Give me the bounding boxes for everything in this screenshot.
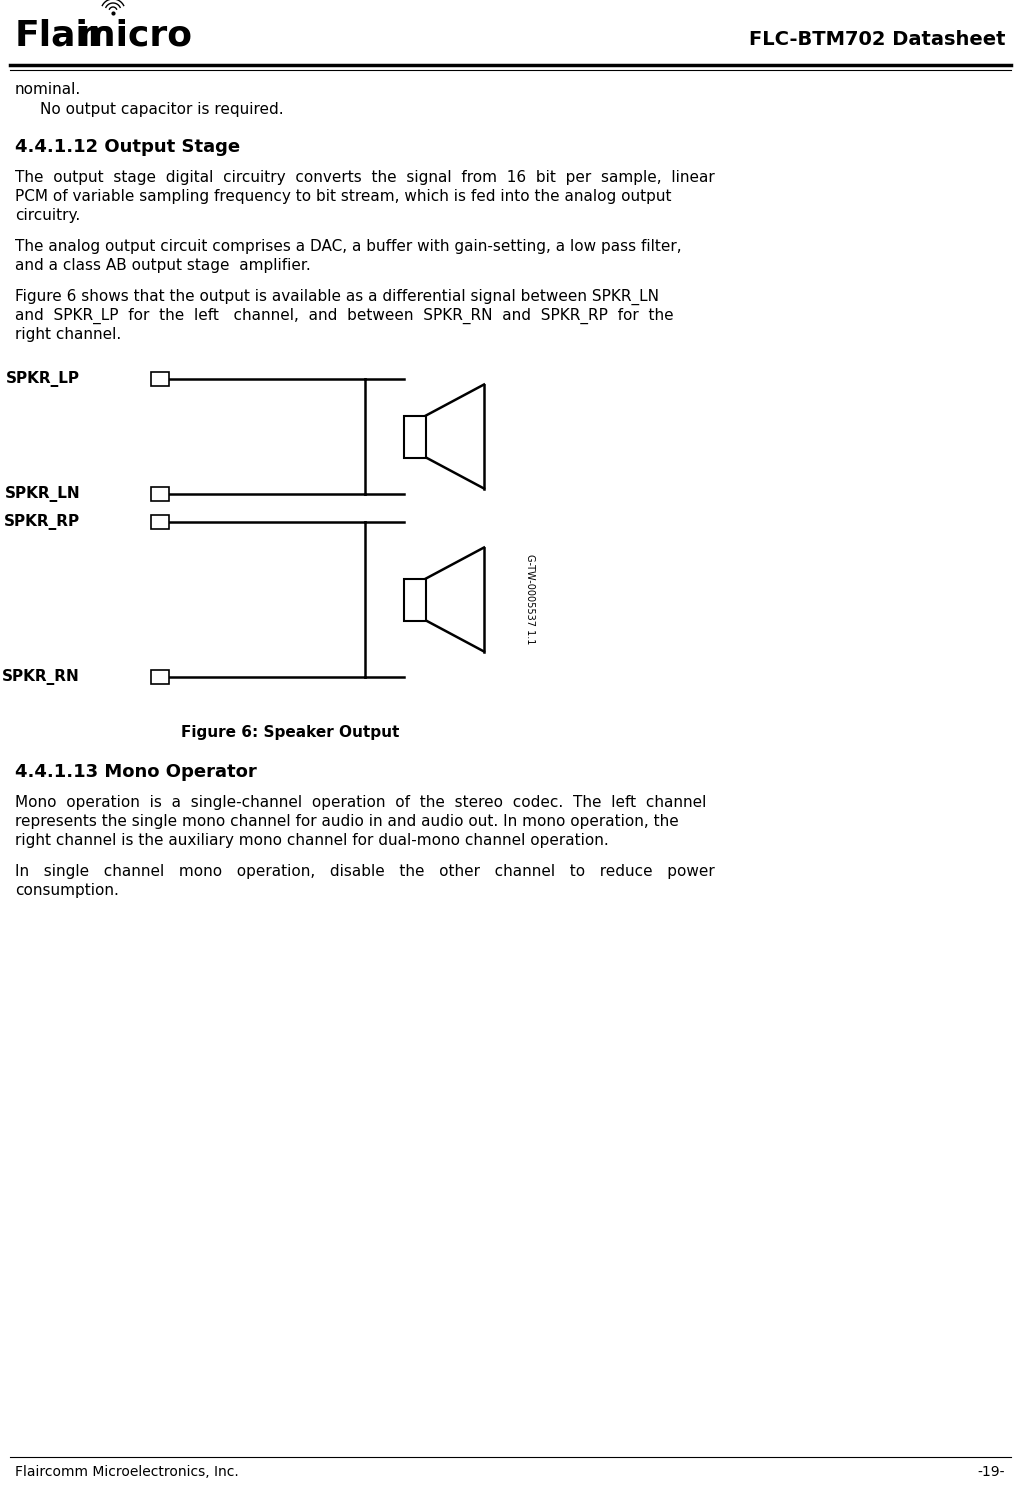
Text: SPKR_LN: SPKR_LN (4, 485, 80, 502)
Bar (151, 515, 169, 529)
Bar (151, 372, 169, 386)
Text: The  output  stage  digital  circuitry  converts  the  signal  from  16  bit  pe: The output stage digital circuitry conve… (15, 170, 715, 185)
Text: No output capacitor is required.: No output capacitor is required. (40, 103, 284, 118)
Text: Flaircomm Microelectronics, Inc.: Flaircomm Microelectronics, Inc. (15, 1465, 239, 1479)
Text: Figure 6 shows that the output is available as a differential signal between SPK: Figure 6 shows that the output is availa… (15, 289, 659, 305)
Bar (151, 487, 169, 500)
Text: right channel.: right channel. (15, 328, 121, 342)
Bar (404, 579, 426, 621)
Bar (404, 415, 426, 457)
Text: Figure 6: Speaker Output: Figure 6: Speaker Output (181, 725, 399, 740)
Text: FLC-BTM702 Datasheet: FLC-BTM702 Datasheet (748, 30, 1005, 49)
Text: and  SPKR_LP  for  the  left   channel,  and  between  SPKR_RN  and  SPKR_RP  fo: and SPKR_LP for the left channel, and be… (15, 308, 674, 325)
Text: -19-: -19- (977, 1465, 1005, 1479)
Text: 4.4.1.13 Mono Operator: 4.4.1.13 Mono Operator (15, 762, 256, 782)
Text: 4.4.1.12 Output Stage: 4.4.1.12 Output Stage (15, 138, 240, 156)
Text: SPKR_RP: SPKR_RP (4, 514, 80, 530)
Text: SPKR_LP: SPKR_LP (6, 371, 80, 387)
Text: right channel is the auxiliary mono channel for dual-mono channel operation.: right channel is the auxiliary mono chan… (15, 832, 609, 849)
Text: G-TW-0005537 1.1: G-TW-0005537 1.1 (525, 554, 535, 645)
Text: SPKR_RN: SPKR_RN (2, 669, 80, 685)
Text: micro: micro (78, 18, 192, 52)
Text: consumption.: consumption. (15, 883, 118, 898)
Text: nominal.: nominal. (15, 82, 82, 97)
Text: circuitry.: circuitry. (15, 208, 81, 223)
Text: and a class AB output stage  amplifier.: and a class AB output stage amplifier. (15, 258, 310, 272)
Text: PCM of variable sampling frequency to bit stream, which is fed into the analog o: PCM of variable sampling frequency to bi… (15, 189, 672, 204)
Text: The analog output circuit comprises a DAC, a buffer with gain-setting, a low pas: The analog output circuit comprises a DA… (15, 240, 682, 255)
Text: In   single   channel   mono   operation,   disable   the   other   channel   to: In single channel mono operation, disabl… (15, 864, 715, 879)
Text: Mono  operation  is  a  single-channel  operation  of  the  stereo  codec.  The : Mono operation is a single-channel opera… (15, 795, 707, 810)
Text: represents the single mono channel for audio in and audio out. In mono operation: represents the single mono channel for a… (15, 814, 679, 829)
Text: Flair: Flair (15, 18, 107, 52)
Bar (151, 670, 169, 683)
